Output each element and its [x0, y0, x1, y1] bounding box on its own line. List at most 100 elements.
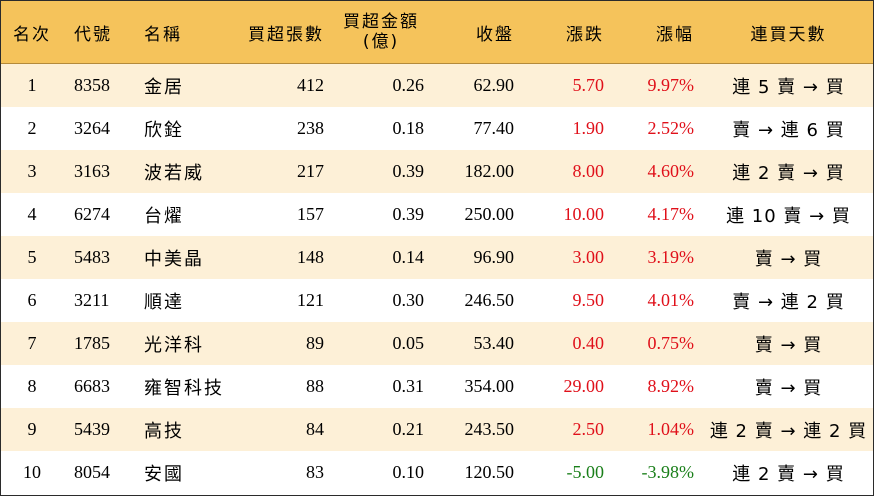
change-cell: 10.00 — [563, 204, 605, 224]
consecutive-buy-days-cell: 連 2 賣 → 買 — [732, 162, 845, 184]
header-change: 漲跌 — [566, 24, 604, 45]
change-cell: 5.70 — [572, 75, 605, 95]
name-cell: 欣銓 — [144, 119, 184, 141]
name-cell: 金居 — [144, 76, 184, 98]
code-cell: 5483 — [74, 247, 110, 267]
consecutive-buy-days-cell: 連 2 賣 → 連 2 買 — [709, 420, 868, 442]
change-pct-cell: 0.75% — [647, 333, 695, 353]
change-pct-cell: 1.04% — [647, 419, 695, 439]
header-code: 代號 — [74, 24, 112, 45]
rank-cell: 7 — [27, 333, 37, 353]
change-pct-cell: 4.60% — [647, 161, 695, 181]
change-cell: 2.50 — [572, 419, 605, 439]
close-cell: 354.00 — [464, 376, 515, 396]
consecutive-buy-days-cell: 連 2 賣 → 買 — [732, 463, 845, 485]
code-cell: 3163 — [74, 161, 110, 181]
header-rank: 名次 — [13, 24, 51, 45]
net-buy-lots-cell: 157 — [297, 204, 324, 224]
change-cell: 3.00 — [572, 247, 605, 267]
name-cell: 安國 — [144, 463, 184, 485]
code-cell: 6274 — [74, 204, 110, 224]
code-cell: 8358 — [74, 75, 110, 95]
table-row: 2 3264 欣銓 238 0.18 77.40 1.90 2.52% 賣 → 連 6 買 — [1, 107, 873, 150]
net-buy-amount-cell: 0.14 — [392, 247, 425, 267]
change-cell: 9.50 — [572, 290, 605, 310]
net-buy-amount-cell: 0.31 — [392, 376, 425, 396]
name-cell: 中美晶 — [144, 248, 204, 270]
net-buy-lots-cell: 148 — [297, 247, 324, 267]
header-close: 收盤 — [476, 24, 514, 45]
code-cell: 1785 — [74, 333, 110, 353]
net-buy-lots-cell: 84 — [306, 419, 324, 439]
change-cell: 0.40 — [572, 333, 605, 353]
table-row: 8 6683 雍智科技 88 0.31 354.00 29.00 8.92% 賣 → 買 — [1, 365, 873, 408]
header-name: 名稱 — [144, 24, 182, 45]
header-change-pct: 漲幅 — [656, 24, 694, 45]
net-buy-amount-cell: 0.39 — [392, 204, 425, 224]
net-buy-lots-cell: 238 — [297, 118, 324, 138]
close-cell: 182.00 — [464, 161, 515, 181]
consecutive-buy-days-cell: 連 10 賣 → 買 — [726, 205, 851, 227]
change-pct-cell: 4.17% — [647, 204, 695, 224]
change-pct-cell: 2.52% — [647, 118, 695, 138]
table-row: 9 5439 高技 84 0.21 243.50 2.50 1.04% 連 2 賣 → 連 2 … — [1, 408, 873, 451]
consecutive-buy-days-cell: 連 5 賣 → 買 — [732, 76, 845, 98]
rank-cell: 9 — [27, 419, 37, 439]
consecutive-buy-days-cell: 賣 → 買 — [754, 377, 823, 399]
table-row: 6 3211 順達 121 0.30 246.50 9.50 4.01% 賣 → 連 2 買 — [1, 279, 873, 322]
consecutive-buy-days-cell: 賣 → 連 6 買 — [732, 119, 845, 141]
name-cell: 光洋科 — [144, 334, 204, 356]
rank-cell: 3 — [27, 161, 37, 181]
rank-cell: 5 — [27, 247, 37, 267]
table-row: 3 3163 波若威 217 0.39 182.00 8.00 4.60% 連 2 賣 → 買 — [1, 150, 873, 193]
header-net-buy-lots: 買超張數 — [248, 24, 324, 45]
net-buy-amount-cell: 0.26 — [392, 75, 425, 95]
rank-cell: 2 — [27, 118, 37, 138]
change-cell: -5.00 — [566, 462, 605, 482]
change-pct-cell: -3.98% — [641, 462, 695, 482]
change-cell: 1.90 — [572, 118, 605, 138]
table-row: 10 8054 安國 83 0.10 120.50 -5.00 -3.98% 連 2 賣 → 買 — [1, 451, 873, 494]
net-buy-amount-cell: 0.10 — [392, 462, 425, 482]
close-cell: 53.40 — [473, 333, 515, 353]
close-cell: 62.90 — [473, 75, 515, 95]
header-consecutive-buy-days: 連買天數 — [750, 24, 827, 45]
name-cell: 波若威 — [144, 162, 204, 184]
consecutive-buy-days-cell: 賣 → 買 — [754, 334, 823, 356]
net-buy-amount-cell: 0.30 — [392, 290, 425, 310]
change-pct-cell: 9.97% — [647, 75, 695, 95]
table-header: 名次 代號 名稱 買超張數 買超金額 (億) 收盤 漲跌 漲幅 連買天數 — [1, 1, 873, 64]
net-buy-amount-cell: 0.18 — [392, 118, 425, 138]
consecutive-buy-days-cell: 賣 → 買 — [754, 248, 823, 270]
close-cell: 77.40 — [473, 118, 515, 138]
code-cell: 6683 — [74, 376, 110, 396]
net-buy-lots-cell: 217 — [297, 161, 324, 181]
close-cell: 243.50 — [464, 419, 515, 439]
change-pct-cell: 4.01% — [647, 290, 695, 310]
code-cell: 8054 — [74, 462, 110, 482]
close-cell: 120.50 — [464, 462, 515, 482]
change-cell: 8.00 — [572, 161, 605, 181]
header-net-buy-amount: 買超金額 (億) — [341, 1, 421, 63]
net-buy-lots-cell: 83 — [306, 462, 324, 482]
code-cell: 5439 — [74, 419, 110, 439]
rank-cell: 10 — [23, 462, 41, 482]
consecutive-buy-days-cell: 賣 → 連 2 買 — [732, 291, 845, 313]
change-cell: 29.00 — [563, 376, 605, 396]
rank-cell: 1 — [27, 75, 37, 95]
name-cell: 台燿 — [144, 205, 184, 227]
table-row: 7 1785 光洋科 89 0.05 53.40 0.40 0.75% 賣 → 買 — [1, 322, 873, 365]
table-row: 5 5483 中美晶 148 0.14 96.90 3.00 3.19% 賣 → 買 — [1, 236, 873, 279]
name-cell: 雍智科技 — [144, 377, 224, 399]
name-cell: 高技 — [144, 420, 184, 442]
net-buy-lots-cell: 89 — [306, 333, 324, 353]
close-cell: 246.50 — [464, 290, 515, 310]
table-row: 1 8358 金居 412 0.26 62.90 5.70 9.97% 連 5 賣 → 買 — [1, 64, 873, 107]
net-buy-lots-cell: 88 — [306, 376, 324, 396]
net-buy-amount-cell: 0.21 — [392, 419, 425, 439]
close-cell: 96.90 — [473, 247, 515, 267]
header-net-buy-amount-unit: (億) — [362, 32, 400, 52]
rank-cell: 8 — [27, 376, 37, 396]
table-row: 4 6274 台燿 157 0.39 250.00 10.00 4.17% 連 10 賣 → 買 — [1, 193, 873, 236]
